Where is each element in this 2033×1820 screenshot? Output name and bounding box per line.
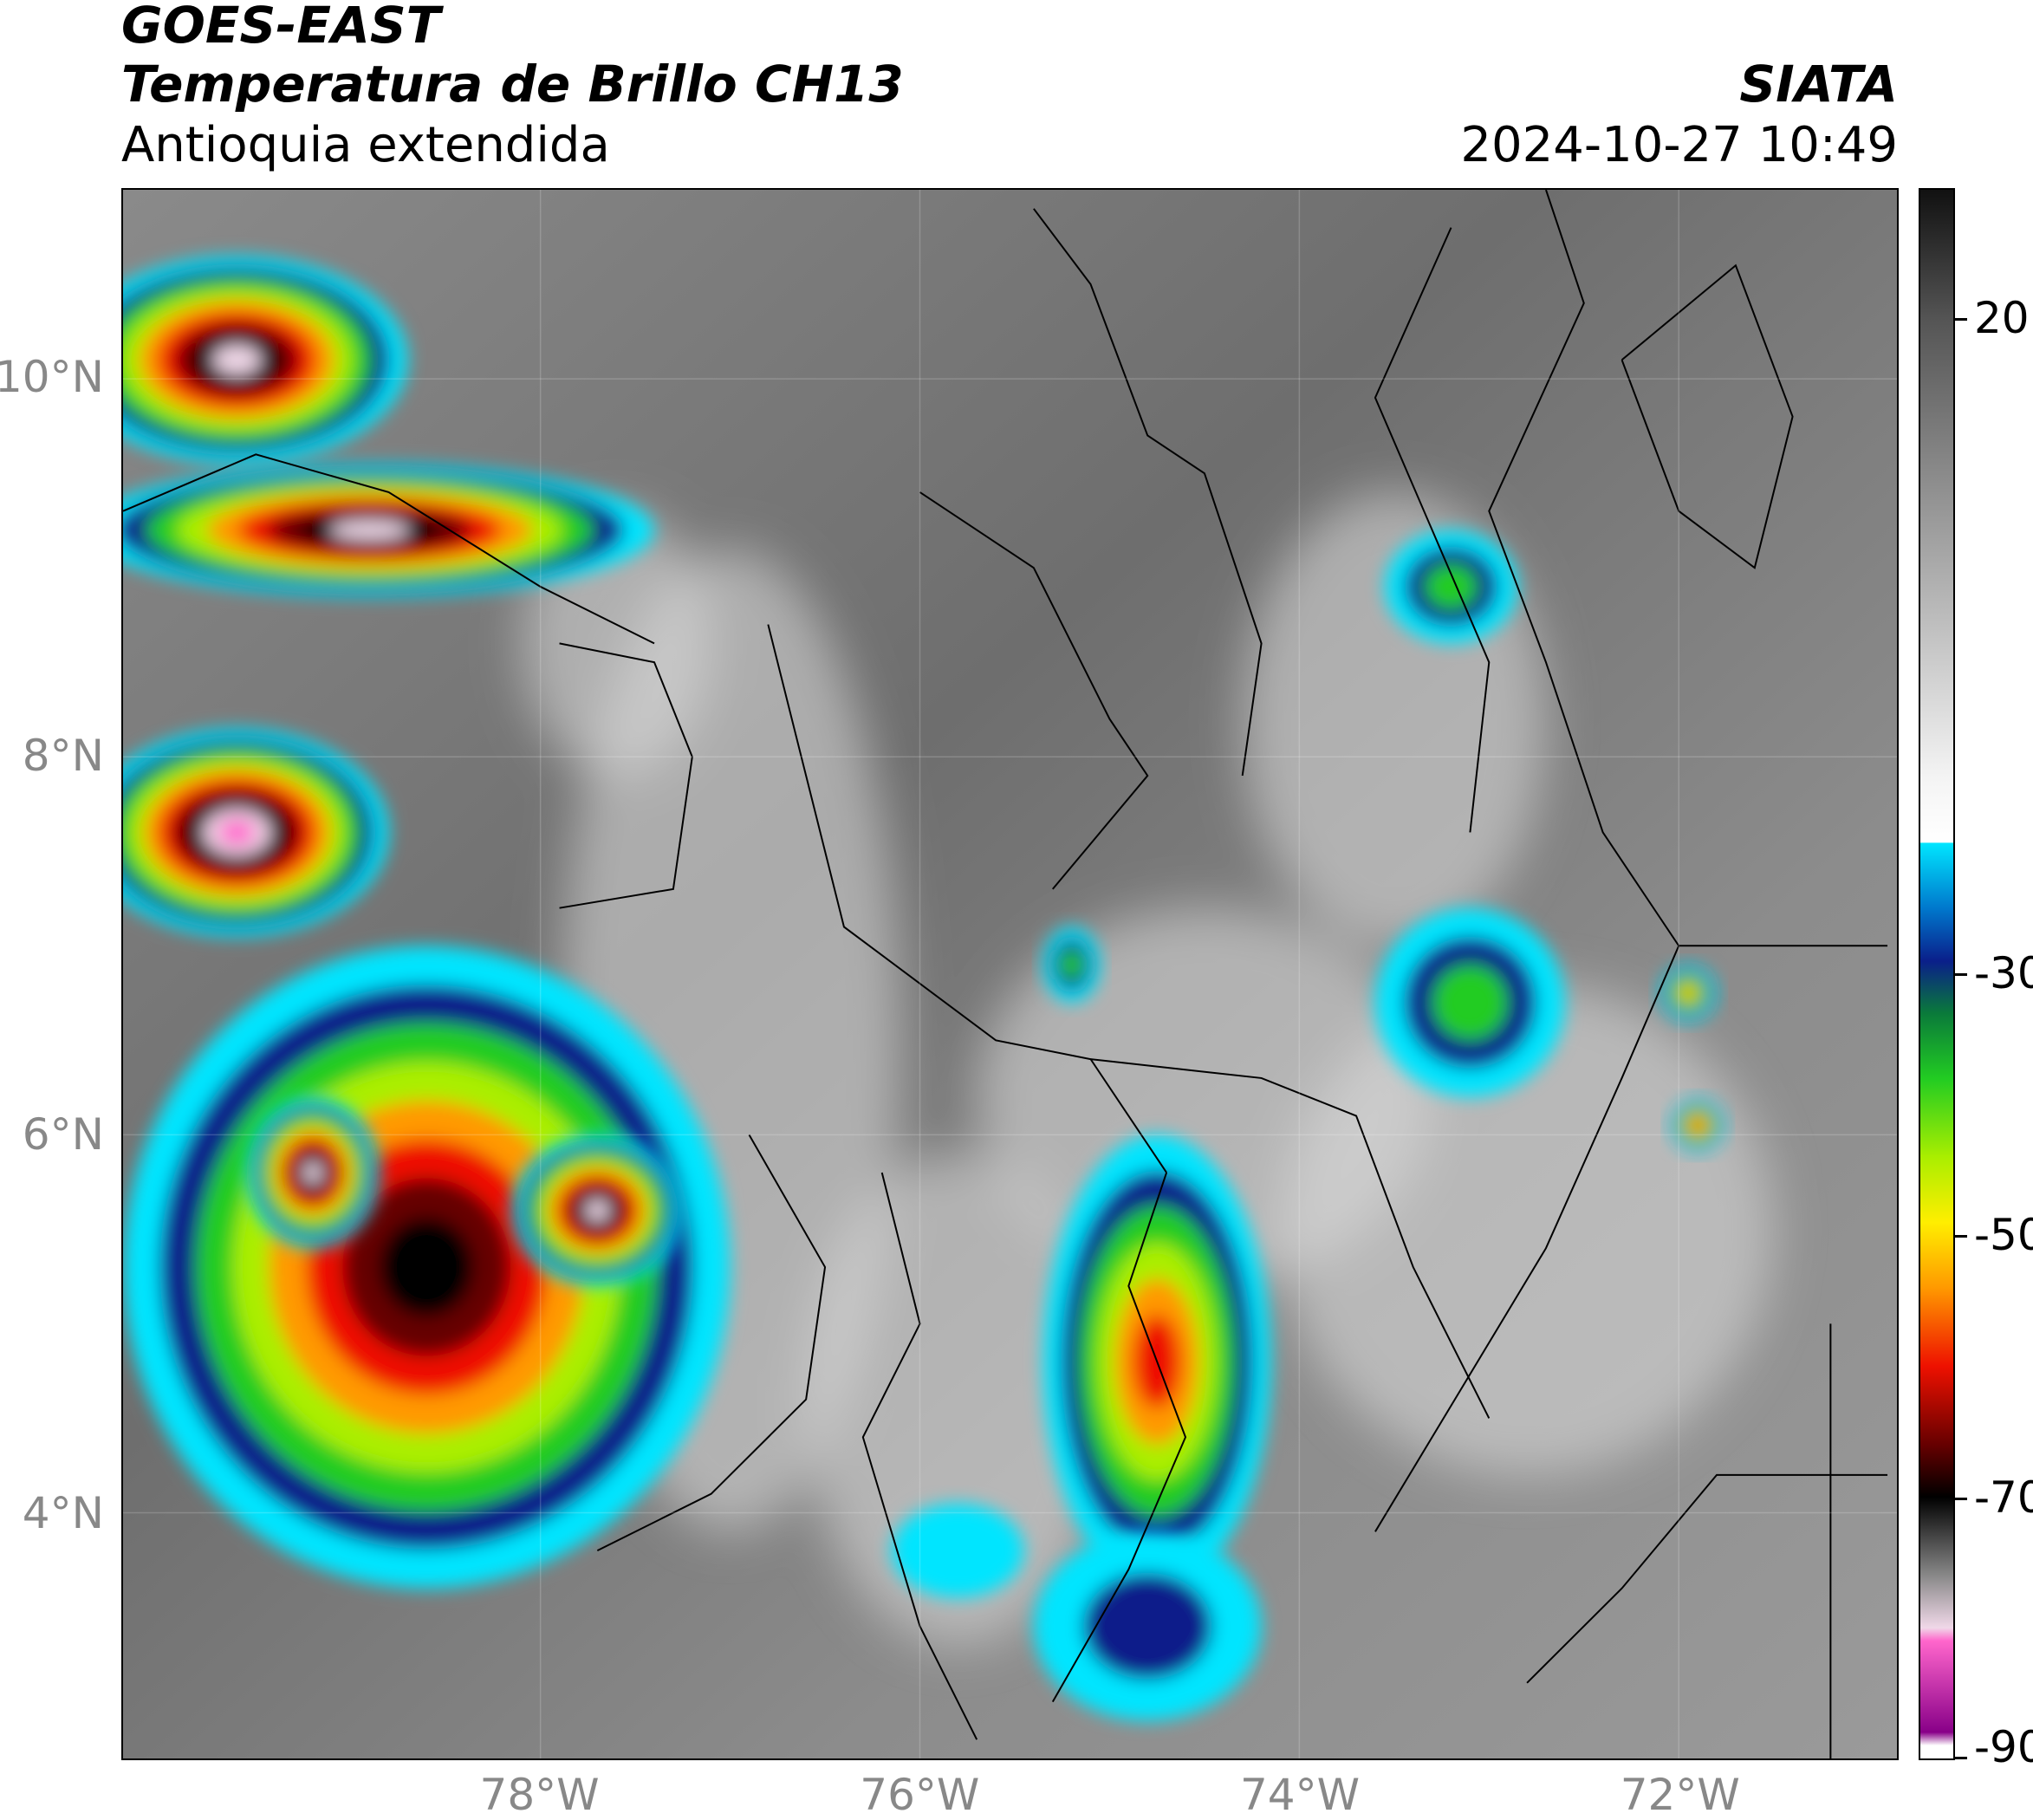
colorbar-tick-mark [1955,973,1967,976]
colorbar-tick-label: -50 [1974,1210,2033,1261]
contour-band [379,1216,475,1318]
border-line [1090,1058,1491,1419]
map-canvas [123,190,1897,1758]
contour-band [891,1503,1024,1598]
border-line [767,624,1167,1173]
border-line [1374,945,1680,1532]
timestamp: 2024-10-27 10:49 [1460,117,1898,173]
satellite-map [121,188,1899,1760]
contour-band [1692,1120,1704,1131]
contour-band [218,819,257,846]
source-label: SIATA [1739,55,1898,114]
cloud-cordoba-cell [1042,926,1101,1003]
lon-tick-label: 72°W [1620,1770,1740,1820]
colorbar-tick-mark [1955,1235,1967,1238]
colorbar [1919,188,1955,1760]
contour-band [1425,564,1478,609]
subtitle-region: Antioquia extendida [121,117,610,173]
border-line [1033,208,1263,777]
lon-tick-label: 78°W [479,1770,600,1820]
lat-tick-label: 6°N [22,1108,104,1160]
cloud-magdalena-south [1033,1531,1262,1721]
contour-band [1432,965,1508,1040]
border-line [1374,227,1491,833]
cloud-pacific-northwest [123,728,389,937]
contour-band [329,520,410,540]
border-line [1051,1172,1187,1703]
cloud-pacific-core-center [511,1134,683,1286]
colorbar-tick-mark [1955,318,1967,322]
warm-cloud-patch [806,1154,1110,1646]
contour-band [1681,985,1696,1000]
cloud-pacific-core-west [246,1096,380,1249]
graticule [123,190,1897,1758]
cloud-santander-cell [1374,907,1565,1097]
contour-band [1060,949,1083,980]
border-line [559,642,693,909]
warm-cloud-patch [1280,983,1774,1475]
warm-cloud-patch [521,510,711,777]
contour-band [212,345,261,375]
border-line [861,1172,978,1740]
colorbar-tick-mark [1955,1497,1967,1500]
contour-band [585,1199,610,1221]
colorbar-tick-label: -70 [1974,1472,2033,1523]
lat-tick-label: 8°N [22,730,104,781]
lon-tick-label: 76°W [860,1770,980,1820]
cloud-cesar-cell [1384,530,1518,644]
lat-tick-label: 4°N [22,1487,104,1538]
border-line [1621,263,1794,569]
cloud-caribbean-band [123,464,654,596]
colorbar-tick-label: -30 [1974,948,2033,998]
cloud-venezuela-cell-north [1660,965,1718,1022]
title-satellite: GOES-EAST [121,0,441,55]
colorbar-tick-label: -90 [1974,1722,2033,1772]
political-borders [123,190,1888,1758]
border-line [123,453,655,645]
lon-tick-label: 74°W [1239,1770,1361,1820]
cloud-venezuela-cell-south [1671,1098,1724,1152]
border-line [919,491,1149,890]
lat-tick-label: 10°N [0,351,104,402]
contour-band [303,1161,322,1184]
contour-band [1082,1572,1212,1680]
cloud-choco-south [891,1503,1024,1598]
colorbar-gradient [1920,190,1953,1758]
colorbar-tick-label: 20 [1974,293,2030,344]
cloud-caribbean-north [123,256,408,465]
colorbar-tick-mark [1955,1757,1967,1759]
border-line [596,1134,827,1552]
border-line [1526,1473,1888,1684]
title-product: Temperatura de Brillo CH13 [121,55,904,114]
